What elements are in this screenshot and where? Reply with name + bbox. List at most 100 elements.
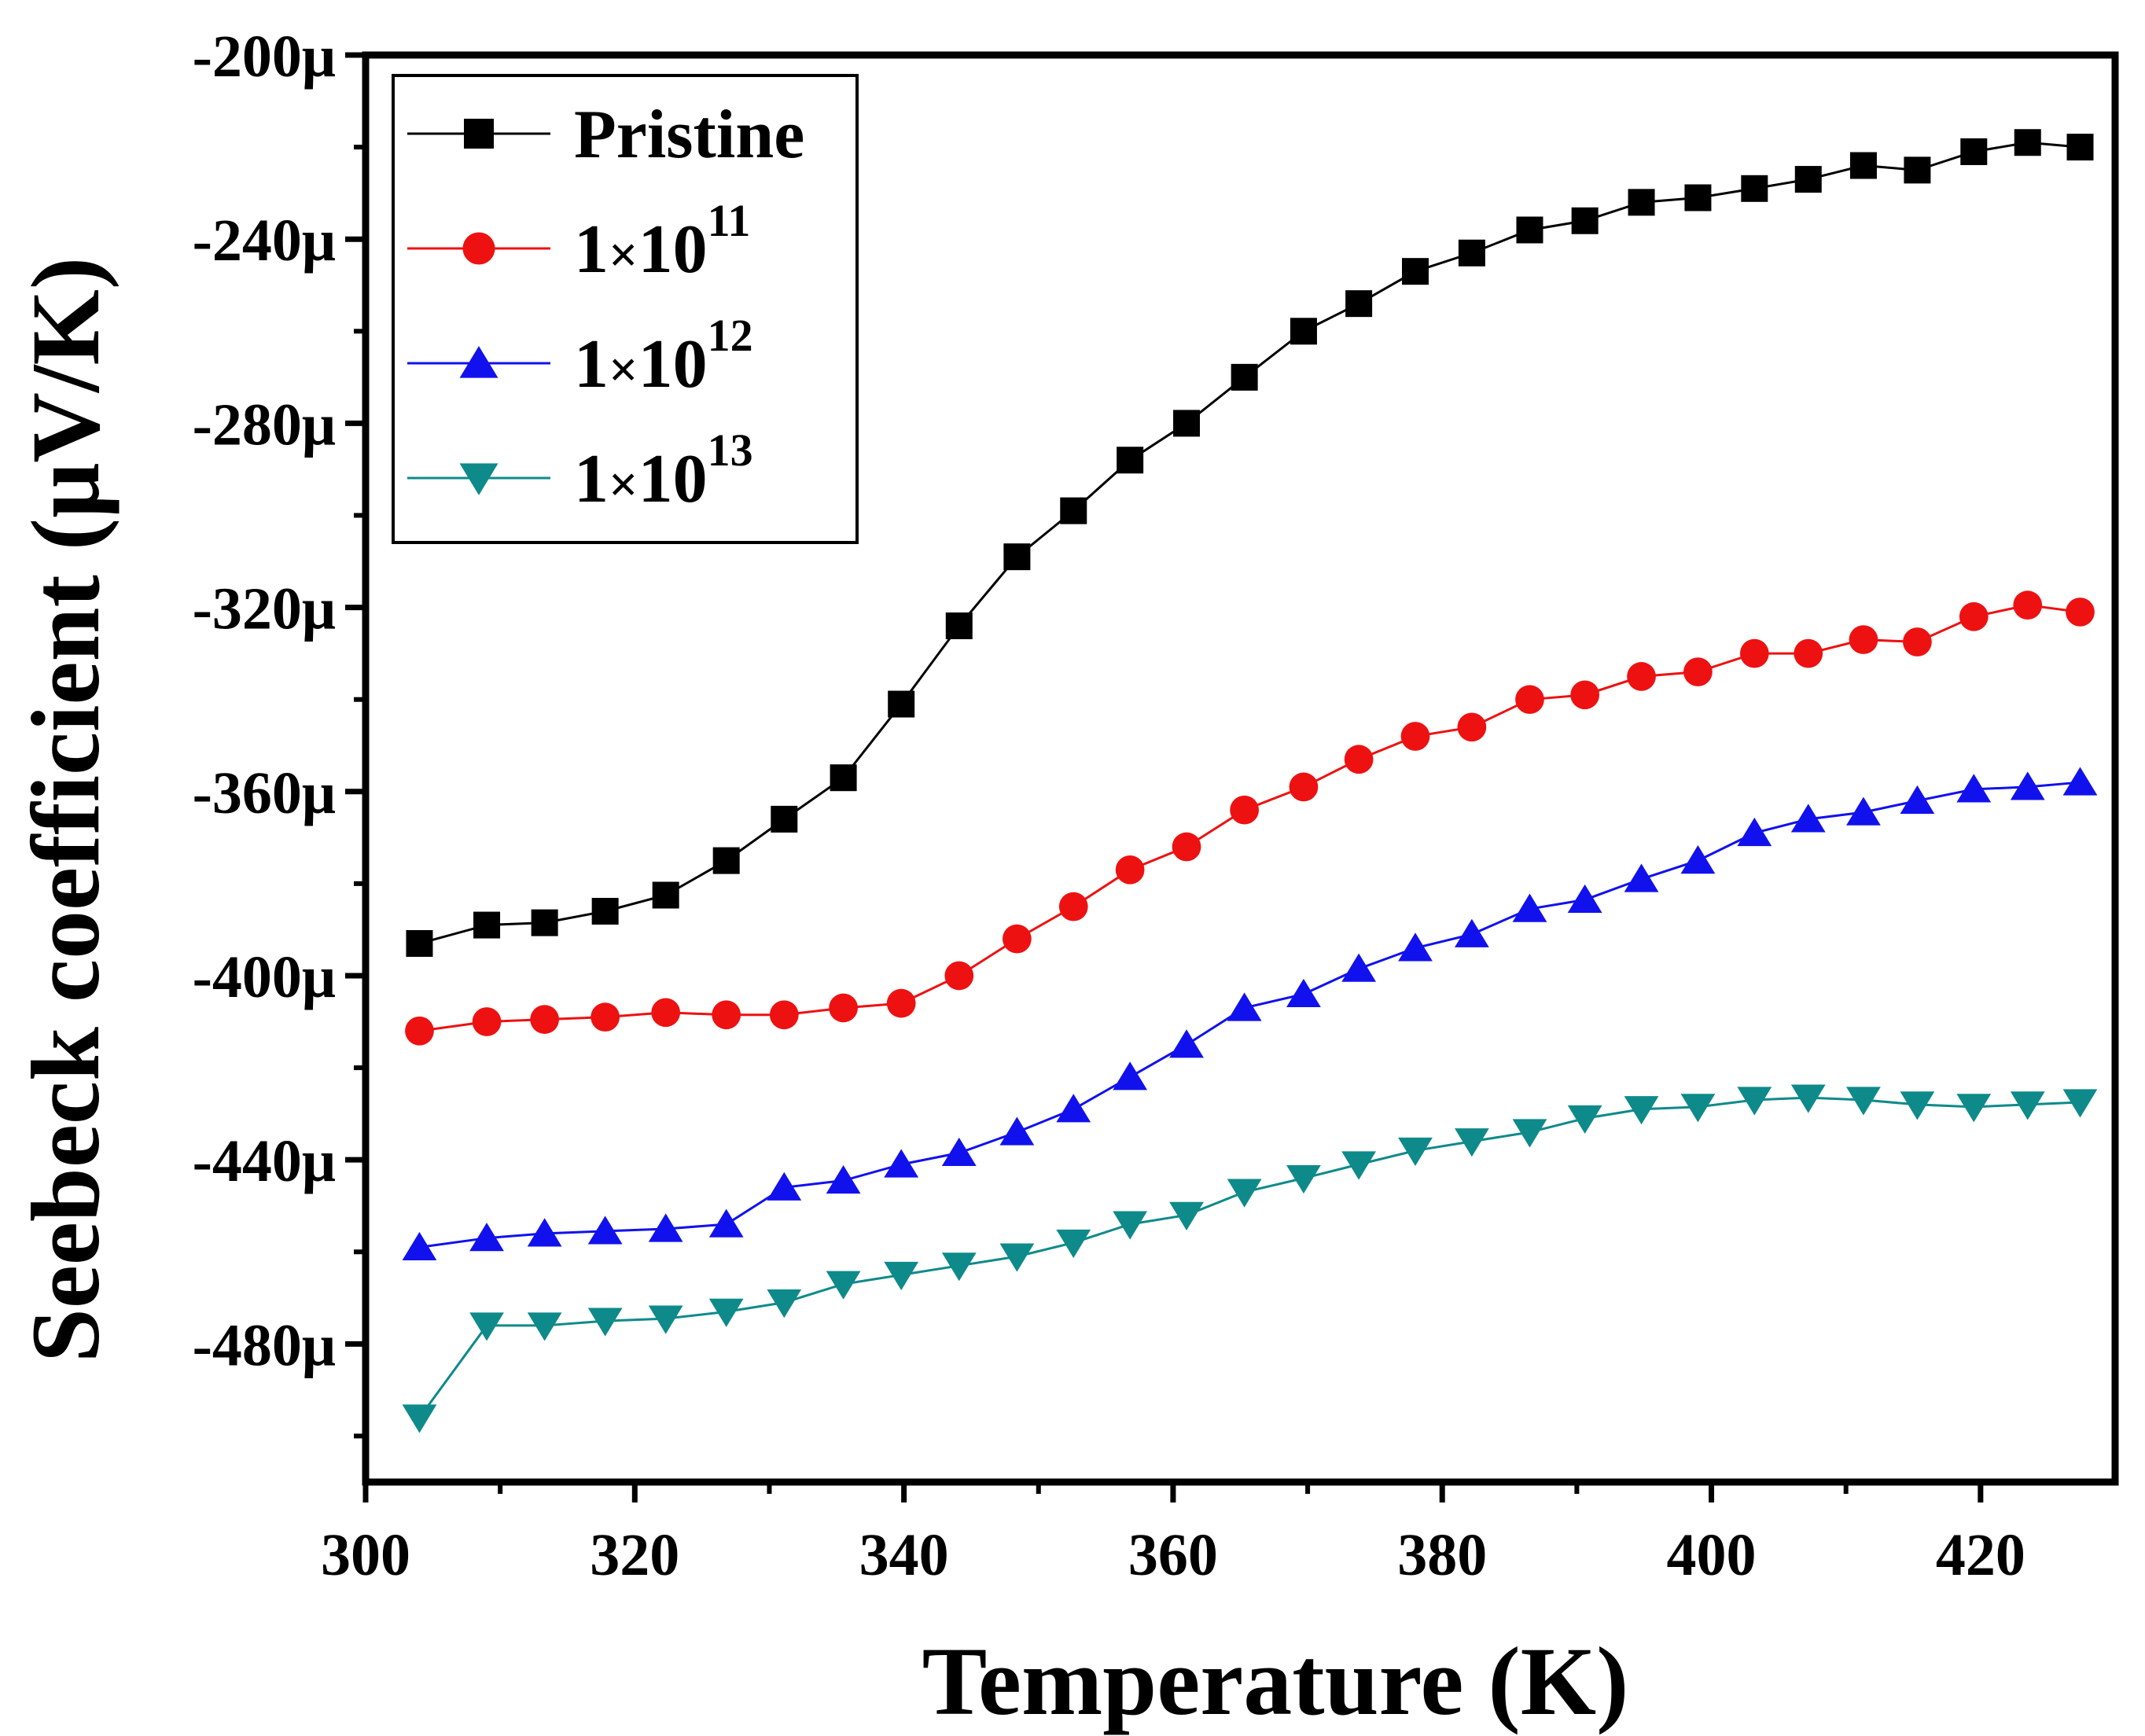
data-point [1169,1029,1204,1058]
legend-marker [464,119,494,149]
data-point [1286,978,1321,1008]
x-tick-label: 340 [859,1522,949,1588]
data-point [1628,189,1655,216]
data-point [1739,638,1769,668]
data-point [771,805,798,833]
series-1 [405,590,2095,1046]
y-tick-label: -240μ [193,208,336,274]
data-point [469,1223,504,1252]
data-point [1904,156,1931,184]
legend-entry: 1×1011 [407,195,750,288]
data-point [1344,745,1374,774]
data-point [1684,184,1712,211]
data-point [1457,712,1487,742]
data-point [830,764,857,792]
legend-label-part: 10 [638,211,708,288]
data-point [712,847,740,874]
data-point [1056,1094,1091,1123]
x-tick-label: 300 [321,1522,410,1588]
legend-entry: Pristine [407,97,804,173]
legend-label-times: × [609,341,638,399]
data-point [945,612,973,639]
legend-marker [462,232,495,265]
series-3 [402,1084,2098,1433]
data-point [1003,924,1032,954]
data-point [2010,1091,2045,1120]
data-point [769,1000,799,1030]
data-point [587,1308,623,1337]
data-point [2014,129,2041,156]
series-line [419,781,2081,1249]
x-tick-label: 400 [1667,1522,1757,1588]
data-point [1058,892,1088,921]
data-point [1289,772,1319,802]
data-point [1683,657,1713,686]
data-point [941,1252,977,1282]
data-point [1454,1128,1489,1157]
data-point [1113,1211,1148,1240]
data-point [944,961,974,991]
x-tick-label: 360 [1128,1522,1218,1588]
data-point [888,690,915,718]
data-point [648,1213,683,1242]
y-tick-label: -360μ [193,760,336,826]
series-line [418,1096,2081,1418]
data-point [472,1007,502,1036]
x-axis-title: Temperature (K) [922,1628,1629,1735]
data-point [1345,290,1373,318]
data-point [1512,1119,1547,1148]
y-axis-title: Seebeck coefficient (μV/K) [12,257,120,1363]
legend-entry: 1×1012 [407,310,753,403]
legend-label-part: 10 [638,326,708,403]
data-point [2066,598,2095,627]
plot-frame [362,51,2119,1486]
data-point [1624,863,1659,892]
data-point [406,929,433,957]
data-point [1849,625,1878,654]
data-point [587,1216,623,1245]
data-point [405,1016,434,1046]
data-point [1846,796,1881,826]
data-point [1341,1151,1377,1180]
data-point [2066,134,2094,161]
data-point [1290,318,1317,345]
legend-label-part: 1 [574,441,609,517]
data-point [2062,767,2098,796]
data-point [2062,1089,2098,1118]
data-point [884,1261,919,1291]
data-point [1680,845,1716,874]
y-tick-label: -320μ [193,576,336,642]
data-point [1398,932,1433,962]
data-point [1959,601,1989,631]
data-point [884,1149,919,1178]
data-point [1115,855,1145,885]
data-point [1794,638,1823,668]
data-point [1169,1201,1204,1230]
legend-entry: 1×1013 [407,425,753,517]
data-point [1227,992,1262,1021]
data-point [1900,785,1935,815]
data-point [1567,1105,1602,1135]
data-point [1400,722,1430,751]
y-tick-label: -400μ [193,944,336,1010]
data-point [531,909,558,936]
data-point [1515,685,1544,715]
data-point [1172,832,1201,862]
data-point [708,1298,744,1327]
data-point [652,881,679,909]
data-point [2010,771,2045,800]
data-point [1402,258,1429,285]
y-tick-label: -200μ [193,24,336,90]
legend-label-exponent: 13 [708,425,753,476]
data-point [1956,1094,1992,1123]
data-point [1231,363,1258,391]
legend-label-part: 1 [574,326,609,403]
legend-label: 1×1013 [574,425,753,517]
series-2 [402,767,2098,1261]
data-point [1516,216,1543,244]
y-tick-label: -480μ [193,1312,336,1378]
data-point [1060,497,1087,524]
data-point [1900,1091,1935,1120]
data-point [651,998,681,1028]
